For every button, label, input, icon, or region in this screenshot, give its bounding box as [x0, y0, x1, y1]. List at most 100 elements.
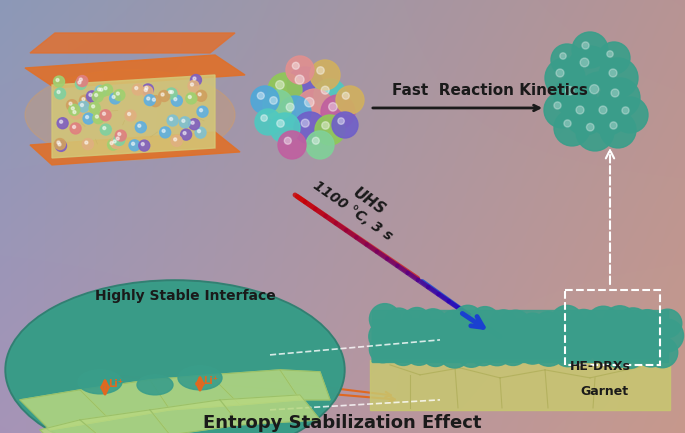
Circle shape	[268, 73, 302, 107]
Circle shape	[159, 90, 170, 101]
Circle shape	[497, 334, 529, 365]
Circle shape	[95, 115, 99, 118]
Circle shape	[322, 122, 329, 129]
Circle shape	[108, 139, 119, 150]
Circle shape	[196, 90, 207, 101]
Circle shape	[145, 87, 148, 90]
Circle shape	[251, 86, 279, 114]
Circle shape	[92, 91, 103, 102]
Circle shape	[470, 307, 500, 336]
Text: Fast  Reaction Kinetics: Fast Reaction Kinetics	[392, 83, 588, 98]
Circle shape	[190, 74, 201, 86]
Circle shape	[586, 123, 594, 131]
Circle shape	[532, 332, 566, 366]
Circle shape	[170, 117, 173, 120]
Circle shape	[609, 69, 617, 77]
Polygon shape	[150, 400, 240, 433]
Circle shape	[554, 110, 590, 146]
Circle shape	[278, 131, 306, 159]
Polygon shape	[220, 395, 320, 425]
Circle shape	[191, 121, 194, 124]
Polygon shape	[372, 310, 668, 362]
Circle shape	[69, 102, 72, 105]
Circle shape	[449, 322, 479, 352]
Circle shape	[433, 322, 463, 352]
Circle shape	[481, 333, 513, 366]
Circle shape	[314, 79, 346, 111]
Circle shape	[263, 90, 293, 120]
Circle shape	[193, 77, 196, 80]
Circle shape	[73, 126, 75, 129]
Circle shape	[388, 325, 413, 350]
Circle shape	[403, 319, 434, 350]
Text: Highly Stable Interface: Highly Stable Interface	[95, 289, 276, 303]
Circle shape	[188, 81, 199, 91]
Circle shape	[113, 140, 116, 143]
Circle shape	[70, 123, 81, 134]
Polygon shape	[80, 410, 170, 433]
Circle shape	[499, 321, 529, 351]
Circle shape	[103, 112, 105, 115]
Circle shape	[118, 132, 121, 136]
Circle shape	[568, 46, 612, 90]
Circle shape	[556, 69, 564, 77]
Circle shape	[114, 135, 125, 145]
Polygon shape	[40, 420, 110, 433]
Circle shape	[125, 110, 136, 121]
Circle shape	[78, 101, 89, 112]
Circle shape	[403, 307, 430, 335]
Circle shape	[284, 137, 291, 144]
Circle shape	[270, 97, 277, 104]
Circle shape	[552, 327, 577, 353]
Circle shape	[420, 326, 448, 354]
Circle shape	[616, 308, 649, 341]
Circle shape	[95, 85, 106, 97]
Circle shape	[554, 102, 561, 109]
Circle shape	[369, 304, 400, 334]
Circle shape	[294, 112, 326, 144]
Circle shape	[568, 334, 595, 362]
Circle shape	[310, 60, 340, 90]
Circle shape	[590, 84, 599, 94]
Circle shape	[147, 97, 150, 100]
Circle shape	[275, 81, 284, 89]
Circle shape	[616, 340, 645, 368]
Circle shape	[56, 78, 59, 81]
Circle shape	[491, 310, 516, 335]
Circle shape	[112, 95, 115, 98]
Circle shape	[612, 97, 648, 133]
Circle shape	[97, 86, 108, 97]
Circle shape	[97, 88, 101, 91]
Circle shape	[71, 107, 74, 110]
Circle shape	[536, 320, 566, 350]
Circle shape	[600, 112, 636, 148]
Polygon shape	[30, 132, 240, 165]
Circle shape	[258, 92, 264, 99]
Circle shape	[100, 110, 111, 121]
Circle shape	[286, 103, 294, 111]
Circle shape	[186, 93, 197, 104]
Circle shape	[332, 112, 358, 138]
Text: UHS: UHS	[350, 185, 388, 218]
Circle shape	[145, 89, 147, 91]
Polygon shape	[280, 370, 330, 400]
Polygon shape	[25, 55, 245, 88]
Circle shape	[518, 335, 547, 364]
Circle shape	[544, 92, 580, 128]
Circle shape	[77, 75, 88, 87]
Circle shape	[198, 93, 201, 96]
Polygon shape	[150, 375, 240, 410]
Circle shape	[160, 127, 171, 138]
Circle shape	[585, 320, 611, 347]
Circle shape	[89, 94, 92, 97]
Circle shape	[600, 78, 640, 118]
Circle shape	[53, 76, 64, 87]
Circle shape	[591, 339, 615, 363]
Circle shape	[329, 103, 337, 111]
Circle shape	[554, 75, 596, 117]
Circle shape	[80, 103, 84, 107]
Circle shape	[551, 305, 583, 338]
Circle shape	[369, 336, 396, 363]
Circle shape	[79, 95, 90, 106]
Circle shape	[338, 118, 345, 124]
